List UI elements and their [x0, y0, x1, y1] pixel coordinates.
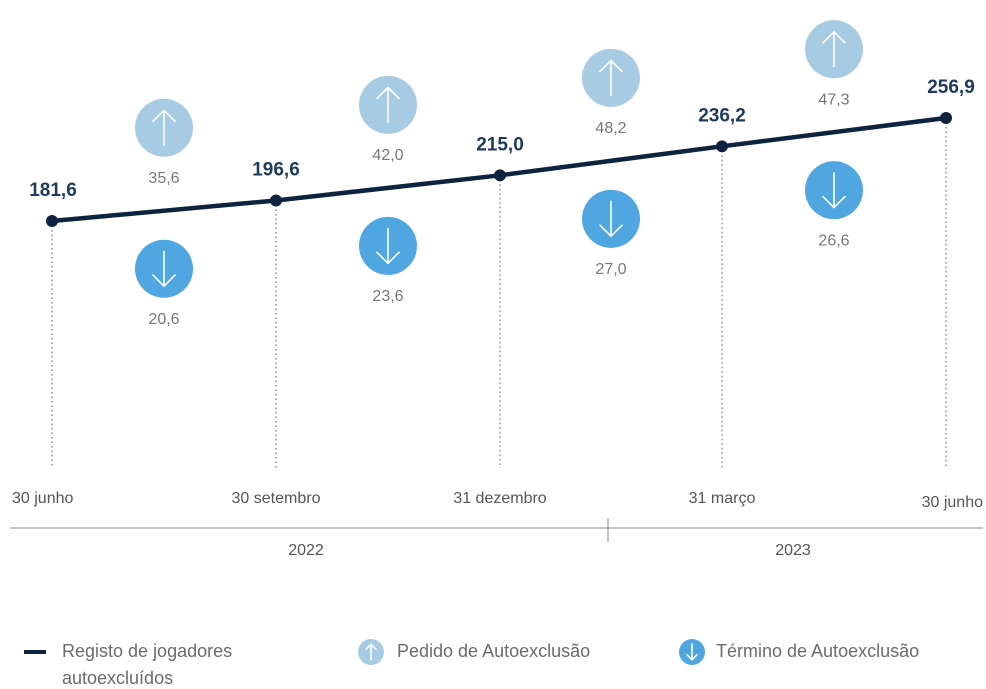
legend-label: Término de Autoexclusão — [716, 641, 920, 661]
year-label: 2022 — [288, 542, 324, 559]
bubble — [135, 98, 193, 157]
point — [46, 215, 58, 227]
legend-swatch — [679, 639, 705, 665]
bubble — [582, 48, 640, 107]
arrow-icon — [376, 86, 400, 124]
bubble — [805, 20, 863, 79]
arrow-icon — [376, 227, 400, 265]
arrow-icon — [822, 30, 846, 68]
arrow-icon — [599, 200, 623, 238]
x-tick-label: 31 março — [689, 490, 756, 507]
bubble — [359, 216, 417, 275]
point — [716, 140, 728, 153]
arrow-icon — [686, 643, 698, 661]
x-tick-label: 30 junho — [12, 490, 73, 507]
value-label: 236,2 — [698, 105, 746, 126]
bubble-label: 20,6 — [148, 311, 179, 328]
value-label: 196,6 — [252, 159, 300, 180]
bubble — [805, 161, 863, 220]
bubble — [359, 75, 417, 134]
year-label: 2023 — [775, 542, 811, 559]
bubble-label: 42,0 — [372, 147, 403, 164]
x-tick-label: 30 junho — [922, 494, 983, 511]
value-label: 215,0 — [476, 134, 524, 155]
bubble-label: 26,6 — [818, 232, 849, 249]
bubble — [135, 239, 193, 298]
x-tick-label: 30 setembro — [232, 490, 321, 507]
arrow-icon — [152, 109, 176, 146]
point — [940, 112, 952, 124]
bubble-label: 27,0 — [595, 261, 626, 278]
arrow-icon — [152, 250, 176, 287]
legend-label: Pedido de Autoexclusão — [397, 641, 591, 661]
arrow-icon — [365, 643, 377, 661]
bubble-label: 47,3 — [818, 91, 849, 108]
value-label: 256,9 — [927, 77, 975, 98]
point — [270, 194, 282, 207]
bubble-label: 35,6 — [148, 170, 179, 187]
bubble-label: 23,6 — [372, 288, 403, 305]
x-tick-label: 31 dezembro — [453, 490, 546, 507]
value-label: 181,6 — [29, 180, 77, 201]
arrow-icon — [599, 59, 623, 97]
bubble — [582, 189, 640, 248]
bubble-label: 48,2 — [595, 120, 626, 137]
arrow-icon — [822, 171, 846, 209]
legend-label: Registo de jogadores autoexcluídos — [62, 641, 233, 688]
legend-swatch — [358, 639, 384, 665]
point — [494, 169, 506, 182]
